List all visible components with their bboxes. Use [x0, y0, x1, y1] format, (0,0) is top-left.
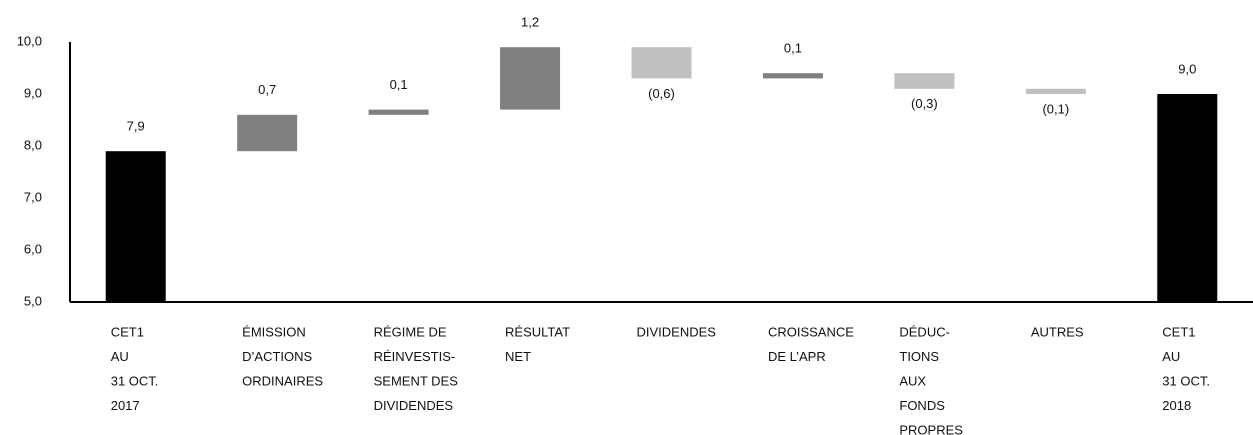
- x-tick-label: AUX: [899, 373, 926, 388]
- value-label: 0,7: [258, 82, 276, 97]
- value-label: 0,1: [784, 41, 802, 56]
- y-tick-label: 7,0: [24, 189, 42, 204]
- x-tick-label: PROPRES: [899, 422, 963, 435]
- x-tick-label: AUTRES: [1031, 324, 1084, 339]
- value-label: 9,0: [1178, 61, 1196, 76]
- x-tick-label: 2018: [1162, 398, 1191, 413]
- x-tick-label: CET1: [1162, 324, 1195, 339]
- value-label: (0,3): [911, 96, 938, 111]
- x-tick-label: RÉGIME DE: [374, 324, 447, 339]
- x-tick-label: ORDINAIRES: [242, 373, 323, 388]
- bar: [894, 73, 955, 89]
- bar: [500, 47, 561, 110]
- x-tick-label: DIVIDENDES: [637, 324, 717, 339]
- y-tick-label: 10,0: [17, 33, 42, 48]
- y-tick-label: 9,0: [24, 85, 42, 100]
- x-tick-label: TIONS: [899, 349, 939, 364]
- x-tick-label: D’ACTIONS: [242, 349, 312, 364]
- x-tick-label: CET1: [111, 324, 144, 339]
- bar: [105, 151, 166, 302]
- bar: [237, 114, 298, 152]
- y-tick-label: 5,0: [24, 293, 42, 308]
- value-label: 1,2: [521, 15, 539, 30]
- bar: [1025, 88, 1086, 94]
- value-label: (0,6): [648, 86, 675, 101]
- x-tick-label: AU: [1162, 349, 1180, 364]
- bar: [1157, 94, 1218, 302]
- x-tick-label: 31 OCT.: [111, 373, 159, 388]
- x-tick-label: FONDS: [899, 398, 945, 413]
- x-tick-label: DÉDUC-: [899, 324, 950, 339]
- x-tick-label: 2017: [111, 398, 140, 413]
- y-tick-label: 6,0: [24, 241, 42, 256]
- x-tick-label: 31 OCT.: [1162, 373, 1210, 388]
- x-tick-label: DIVIDENDES: [374, 398, 454, 413]
- value-label: 0,1: [390, 77, 408, 92]
- bar: [368, 109, 429, 115]
- x-tick-label: SEMENT DES: [374, 373, 459, 388]
- y-tick-label: 8,0: [24, 137, 42, 152]
- x-tick-label: ÉMISSION: [242, 324, 306, 339]
- bar: [631, 47, 692, 79]
- x-tick-label: RÉINVESTIS-: [374, 349, 456, 364]
- x-tick-label: NET: [505, 349, 531, 364]
- x-tick-label: AU: [111, 349, 129, 364]
- value-label: 7,9: [127, 119, 145, 134]
- bar: [762, 73, 823, 79]
- x-tick-label: DE L’APR: [768, 349, 826, 364]
- x-tick-label: CROISSANCE: [768, 324, 854, 339]
- x-tick-label: RÉSULTAT: [505, 324, 570, 339]
- value-label: (0,1): [1042, 101, 1069, 116]
